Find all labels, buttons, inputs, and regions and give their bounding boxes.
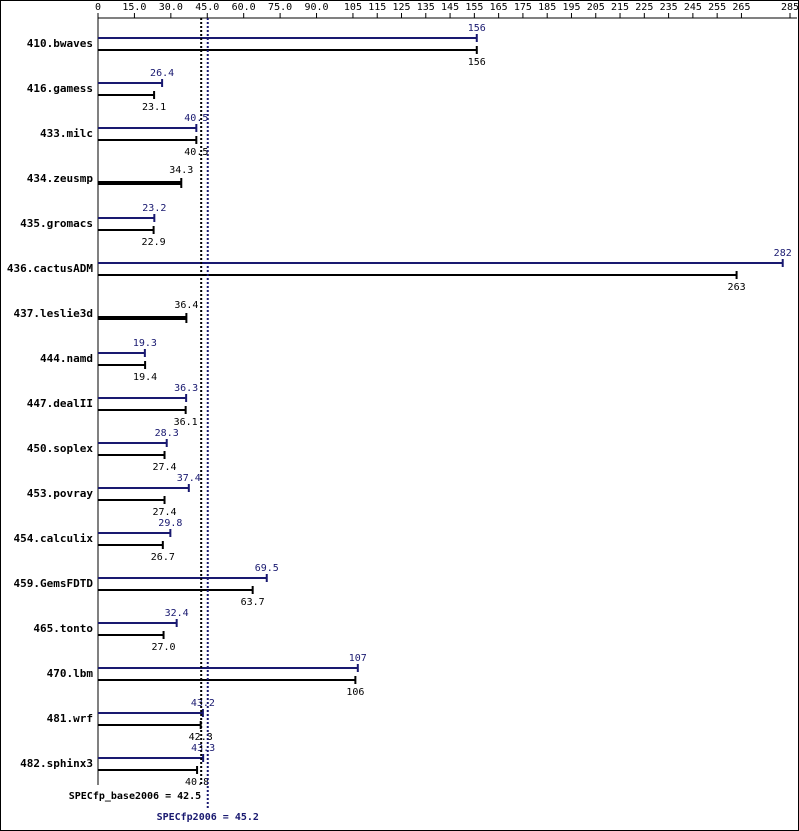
x-tick-label: 45.0 — [195, 2, 219, 13]
category-label: 481.wrf — [47, 712, 93, 725]
reference-label: SPECfp_base2006 = 42.5 — [69, 791, 201, 802]
base-value-label: 34.3 — [169, 165, 193, 176]
reference-label: SPECfp2006 = 45.2 — [157, 812, 259, 823]
base-value-label: 156 — [468, 57, 486, 68]
x-tick-label: 285 — [781, 2, 799, 13]
category-label: 444.namd — [40, 352, 93, 365]
base-value-label: 36.4 — [174, 300, 198, 311]
base-value-label: 23.1 — [142, 102, 166, 113]
peak-value-label: 107 — [349, 653, 367, 664]
base-value-label: 40.8 — [185, 777, 209, 788]
x-tick-label: 215 — [611, 2, 629, 13]
category-label: 416.gamess — [27, 82, 93, 95]
category-label: 434.zeusmp — [27, 172, 94, 185]
category-label: 450.soplex — [27, 442, 94, 455]
x-tick-label: 255 — [708, 2, 726, 13]
base-value-label: 22.9 — [142, 237, 166, 248]
base-value-label: 106 — [346, 687, 364, 698]
base-value-label: 42.3 — [189, 732, 213, 743]
category-label: 410.bwaves — [27, 37, 93, 50]
x-tick-label: 0 — [95, 2, 101, 13]
category-label: 482.sphinx3 — [20, 757, 93, 770]
x-tick-label: 225 — [635, 2, 653, 13]
x-tick-label: 60.0 — [232, 2, 256, 13]
x-tick-label: 265 — [732, 2, 750, 13]
category-label: 453.povray — [27, 487, 94, 500]
x-tick-label: 175 — [514, 2, 532, 13]
x-tick-label: 125 — [392, 2, 410, 13]
x-tick-label: 135 — [417, 2, 435, 13]
base-value-label: 36.1 — [174, 417, 198, 428]
category-label: 447.dealII — [27, 397, 93, 410]
base-value-label: 19.4 — [133, 372, 157, 383]
x-tick-label: 15.0 — [122, 2, 146, 13]
x-tick-label: 205 — [587, 2, 605, 13]
peak-value-label: 36.3 — [174, 383, 198, 394]
peak-value-label: 43.2 — [191, 698, 215, 709]
peak-value-label: 19.3 — [133, 338, 157, 349]
base-value-label: 63.7 — [241, 597, 265, 608]
x-tick-label: 145 — [441, 2, 459, 13]
peak-value-label: 37.4 — [177, 473, 201, 484]
base-value-label: 27.0 — [152, 642, 176, 653]
category-label: 437.leslie3d — [14, 307, 93, 320]
peak-value-label: 29.8 — [158, 518, 182, 529]
base-value-label: 27.4 — [152, 462, 176, 473]
peak-value-label: 69.5 — [255, 563, 279, 574]
x-tick-label: 245 — [684, 2, 702, 13]
peak-value-label: 156 — [468, 23, 486, 34]
x-tick-label: 75.0 — [268, 2, 292, 13]
category-label: 436.cactusADM — [7, 262, 93, 275]
category-label: 465.tonto — [33, 622, 93, 635]
x-tick-label: 115 — [368, 2, 386, 13]
peak-value-label: 40.5 — [184, 113, 208, 124]
x-tick-label: 195 — [562, 2, 580, 13]
x-tick-label: 165 — [490, 2, 508, 13]
category-label: 433.milc — [40, 127, 93, 140]
x-tick-label: 90.0 — [304, 2, 328, 13]
x-tick-label: 235 — [660, 2, 678, 13]
category-label: 459.GemsFDTD — [14, 577, 94, 590]
base-value-label: 40.5 — [184, 147, 208, 158]
x-tick-label: 185 — [538, 2, 556, 13]
x-tick-label: 155 — [465, 2, 483, 13]
category-label: 435.gromacs — [20, 217, 93, 230]
peak-value-label: 43.3 — [191, 743, 215, 754]
category-label: 454.calculix — [14, 532, 94, 545]
peak-value-label: 32.4 — [165, 608, 189, 619]
base-value-label: 27.4 — [152, 507, 176, 518]
base-value-label: 26.7 — [151, 552, 175, 563]
x-tick-label: 105 — [344, 2, 362, 13]
peak-value-label: 23.2 — [142, 203, 166, 214]
peak-value-label: 28.3 — [155, 428, 179, 439]
x-tick-label: 30.0 — [159, 2, 183, 13]
peak-value-label: 26.4 — [150, 68, 174, 79]
peak-value-label: 282 — [774, 248, 792, 259]
base-value-label: 263 — [728, 282, 746, 293]
category-label: 470.lbm — [47, 667, 94, 680]
